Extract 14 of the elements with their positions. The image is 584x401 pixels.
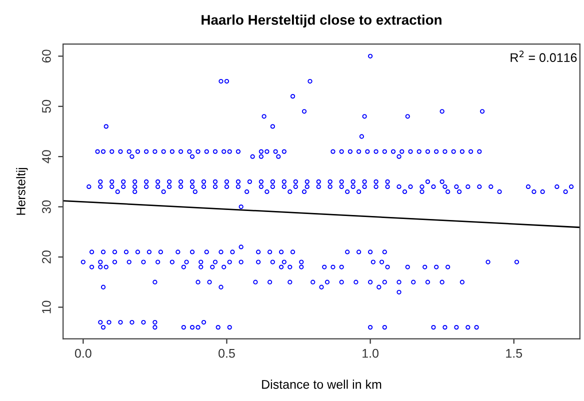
x-axis-title: Distance to well in km [262,380,382,389]
y-tick-label: 10 [42,300,51,314]
y-tick-label: 60 [42,50,51,62]
y-tick-label: 40 [42,150,51,164]
x-tick-label: 1.0 [362,348,379,358]
annotation: R$^{2}$ = 0.0116 [510,50,577,62]
x-tick-label: 0.0 [74,348,92,358]
x-tick-label: 1.5 [506,349,522,358]
y-tick-label: 30 [42,200,51,214]
chart-title: Haarlo Hersteltijd close to extraction [202,14,442,28]
y-tick-label: 20 [42,250,51,264]
y-axis-title: Hersteltij [16,168,28,215]
x-tick-label: 0.5 [218,348,235,358]
y-tick-label: 50 [42,100,51,113]
